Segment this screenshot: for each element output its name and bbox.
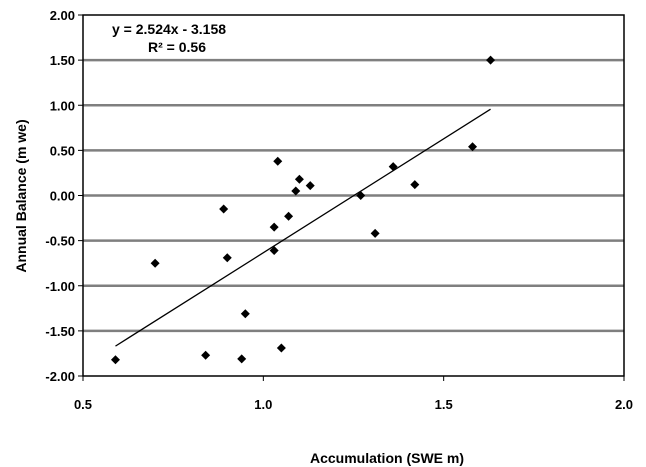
data-points (110, 55, 496, 365)
x-tick-label: 1.5 (435, 397, 453, 412)
x-axis-ticks: 0.5 1.0 1.5 2.0 (74, 376, 633, 412)
gridlines (83, 58, 624, 333)
data-point (276, 343, 286, 353)
y-tick-label: -1.50 (45, 324, 75, 339)
data-point (150, 258, 160, 268)
y-tick-label: -1.00 (45, 279, 75, 294)
x-tick-label: 2.0 (615, 397, 633, 412)
x-tick-label: 0.5 (74, 397, 92, 412)
data-point (110, 355, 120, 365)
data-point (356, 191, 366, 200)
data-point (291, 186, 301, 196)
y-tick-label: -0.50 (45, 234, 75, 249)
y-tick-label: 1.50 (50, 53, 75, 68)
data-point (294, 174, 304, 184)
y-tick-label: -2.00 (45, 369, 75, 384)
y-tick-label: 0.00 (50, 189, 75, 204)
y-tick-label: 1.00 (50, 98, 75, 113)
trendline (115, 108, 491, 347)
data-point (305, 181, 315, 191)
data-point (468, 142, 478, 152)
data-point (273, 156, 283, 166)
data-point (370, 228, 380, 238)
y-axis-ticks: 2.00 1.50 1.00 0.50 0.00 -0.50 -1.00 -1.50 -2.00 (45, 8, 83, 384)
data-point (284, 211, 294, 221)
trendline-group (115, 108, 491, 347)
y-tick-label: 2.00 (50, 8, 75, 23)
data-point (269, 246, 279, 256)
x-axis-label: Accumulation (SWE m) (310, 450, 464, 466)
y-axis-label: Annual Balance (m we) (13, 119, 29, 272)
data-point (486, 55, 496, 65)
r-squared-label: R² = 0.56 (148, 39, 206, 55)
data-point (222, 253, 232, 263)
y-tick-label: 0.50 (50, 143, 75, 158)
data-point (219, 204, 229, 214)
x-tick-label: 1.0 (254, 397, 272, 412)
data-point (410, 180, 420, 190)
data-point (237, 354, 247, 364)
data-point (240, 309, 250, 319)
data-point (201, 350, 211, 360)
data-point (269, 222, 279, 232)
data-point (388, 162, 398, 172)
trendline-equation: y = 2.524x - 3.158 (112, 21, 226, 37)
